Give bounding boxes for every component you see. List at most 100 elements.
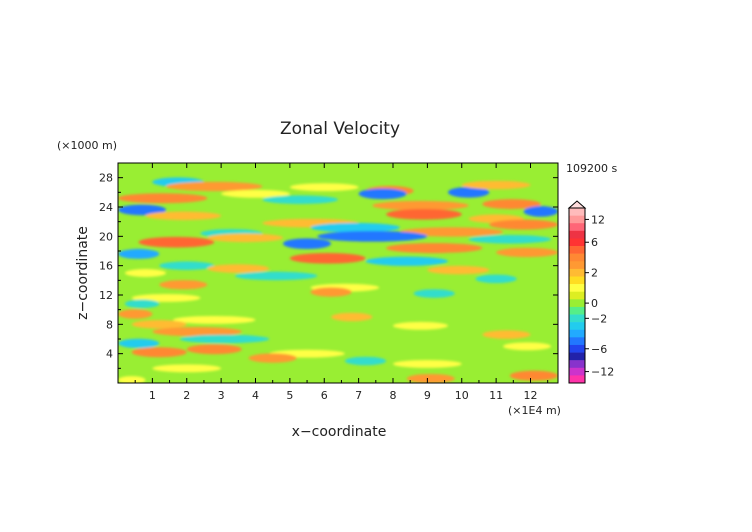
chart-title: Zonal Velocity (280, 119, 400, 139)
colorbar-swatch (569, 268, 585, 277)
velocity-band (386, 243, 483, 254)
velocity-band (124, 269, 167, 277)
y-tick-label: 28 (99, 172, 113, 185)
velocity-band (468, 234, 552, 244)
velocity-band (152, 364, 222, 373)
x-tick-label: 5 (286, 389, 293, 402)
colorbar-swatch (569, 352, 585, 361)
velocity-band (118, 204, 167, 216)
velocity-band (317, 230, 428, 242)
velocity-band (248, 353, 297, 363)
colorbar-tick-label: −12 (591, 366, 614, 379)
velocity-band (118, 248, 160, 259)
velocity-band (118, 309, 153, 319)
colorbar-tick-label: 6 (591, 236, 598, 249)
colorbar-tick-label: 12 (591, 213, 605, 226)
colorbar-swatch (569, 375, 585, 384)
velocity-band (475, 274, 517, 284)
colorbar-swatch (569, 299, 585, 308)
velocity-band (207, 233, 283, 243)
colorbar: 12 6 2 0 −2 −6 −12 (567, 200, 614, 384)
velocity-band (386, 208, 462, 220)
velocity-band (234, 271, 318, 281)
x-unit-label: (×1E4 m) (508, 404, 561, 417)
velocity-band (482, 330, 531, 339)
velocity-band (413, 289, 455, 298)
colorbar-swatch (569, 329, 585, 338)
velocity-band (131, 347, 187, 358)
colorbar-swatch (569, 284, 585, 292)
velocity-band (166, 181, 263, 192)
x-tick-label: 12 (524, 389, 538, 402)
velocity-band (283, 238, 332, 250)
x-tick-label: 9 (424, 389, 431, 402)
y-tick-label: 16 (99, 260, 113, 273)
y-tick-label: 8 (106, 318, 113, 331)
velocity-band (145, 211, 222, 221)
velocity-band (310, 222, 400, 233)
velocity-band (262, 195, 338, 204)
x-tick-label: 10 (455, 389, 469, 402)
colorbar-swatch (569, 223, 585, 232)
colorbar-tick-label: −2 (591, 312, 607, 325)
colorbar-swatch (569, 230, 585, 239)
colorbar-swatch (569, 253, 585, 262)
velocity-band (399, 227, 503, 237)
colorbar-swatch (569, 246, 585, 254)
colorbar-swatch (569, 344, 585, 353)
time-label: 109200 s (566, 162, 617, 175)
heatmap-plot (117, 162, 559, 384)
colorbar-swatch (569, 360, 585, 369)
velocity-band (289, 183, 359, 192)
colorbar-overflow-triangle (567, 200, 587, 209)
plot-frame (117, 162, 559, 384)
velocity-band (372, 200, 469, 211)
velocity-band (496, 247, 558, 258)
velocity-band (344, 356, 387, 366)
colorbar-swatch (569, 208, 585, 216)
y-axis: 4 8 12 16 20 24 28 (99, 172, 558, 369)
colorbar-tick-label: 2 (591, 267, 598, 280)
colorbar-swatch (569, 306, 585, 315)
x-tick-label: 8 (390, 389, 397, 402)
velocity-band (393, 321, 448, 330)
y-axis-label: z−coordinate (75, 226, 91, 320)
velocity-band (509, 370, 558, 381)
y-tick-label: 4 (106, 348, 113, 361)
x-tick-label: 4 (252, 389, 259, 402)
velocity-band (310, 287, 352, 297)
colorbar-swatch (569, 337, 585, 346)
colorbar-swatch (569, 261, 585, 270)
colorbar-swatch (569, 291, 585, 300)
x-tick-label: 7 (355, 389, 362, 402)
x-axis: 1 2 3 4 5 6 7 8 9 10 11 12 (134, 163, 549, 402)
colorbar-swatch (569, 367, 585, 376)
colorbar-tick-label: −6 (591, 343, 607, 356)
velocity-band (173, 315, 256, 324)
x-tick-label: 11 (489, 389, 503, 402)
y-tick-label: 12 (99, 289, 113, 302)
velocity-band (482, 199, 541, 210)
x-tick-label: 6 (321, 389, 328, 402)
velocity-band (118, 376, 146, 383)
velocity-band (221, 189, 290, 198)
y-tick-label: 20 (99, 230, 113, 243)
velocity-band (523, 206, 558, 217)
velocity-band (365, 256, 448, 266)
velocity-band (289, 252, 366, 264)
velocity-band (489, 219, 558, 230)
velocity-band (152, 327, 242, 337)
velocity-band (159, 261, 215, 270)
velocity-band (124, 299, 160, 309)
velocity-band (138, 236, 215, 248)
x-tick-label: 2 (183, 389, 190, 402)
colorbar-swatch (569, 314, 585, 323)
velocity-band (331, 312, 373, 322)
velocity-band (186, 344, 242, 355)
velocity-band (118, 193, 208, 204)
velocity-band (461, 180, 531, 190)
velocity-band (207, 264, 270, 273)
x-tick-label: 3 (218, 389, 225, 402)
velocity-band (406, 373, 455, 383)
